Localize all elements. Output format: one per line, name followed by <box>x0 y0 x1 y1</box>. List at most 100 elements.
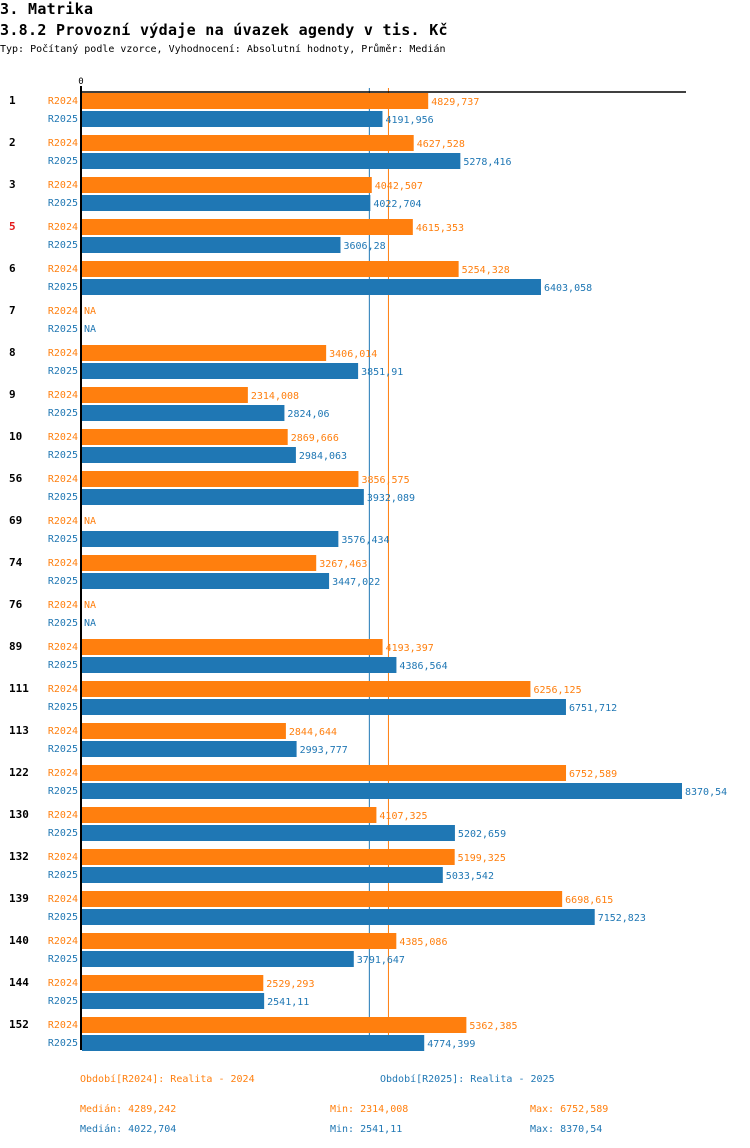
bar-r2025 <box>82 447 296 463</box>
data-label: 6751,712 <box>569 703 617 714</box>
bar-r2024 <box>82 135 414 151</box>
data-label: 6698,615 <box>565 895 613 906</box>
data-label: 3576,434 <box>341 535 389 546</box>
data-label: 2541,11 <box>267 997 309 1008</box>
bar-r2025 <box>82 657 397 673</box>
series-label-r2025: R2025 <box>48 156 78 167</box>
bar-r2025 <box>82 573 330 589</box>
bar-r2025 <box>82 153 461 169</box>
data-label: 2529,293 <box>266 979 314 990</box>
chart-subtitle: Typ: Počítaný podle vzorce, Vyhodnocení:… <box>0 44 446 55</box>
series-label-r2024: R2024 <box>48 474 78 485</box>
series-label-r2024: R2024 <box>48 894 78 905</box>
data-label: 2824,06 <box>287 409 329 420</box>
bar-r2024 <box>82 975 264 991</box>
data-label: 2314,008 <box>251 391 299 402</box>
bar-r2025 <box>82 405 285 421</box>
data-label: 4829,737 <box>431 97 479 108</box>
data-label: 2869,666 <box>291 433 339 444</box>
category-label: 76 <box>9 598 23 611</box>
data-label: 3406,014 <box>329 349 377 360</box>
data-label: 4193,397 <box>386 643 434 654</box>
bar-r2024 <box>82 765 567 781</box>
category-label: 10 <box>9 430 22 443</box>
category-label: 1 <box>9 94 16 107</box>
series-label-r2025: R2025 <box>48 702 78 713</box>
category-label: 113 <box>9 724 29 737</box>
bar-r2024 <box>82 849 455 865</box>
data-label: 6256,125 <box>533 685 581 696</box>
data-label: 6752,589 <box>569 769 617 780</box>
data-label-na: NA <box>84 306 96 317</box>
bar-r2024 <box>82 933 397 949</box>
category-label: 122 <box>9 766 29 779</box>
series-label-r2025: R2025 <box>48 282 78 293</box>
bar-r2024 <box>82 681 531 697</box>
category-label: 144 <box>9 976 29 989</box>
data-label-na: NA <box>84 324 96 335</box>
series-label-r2024: R2024 <box>48 558 78 569</box>
category-label: 56 <box>9 472 23 485</box>
r2025-median-stat: Medián: 4022,704 <box>80 1124 177 1135</box>
bar-r2025 <box>82 237 341 253</box>
category-label: 74 <box>9 556 23 569</box>
legend-r2025: Období[R2025]: Realita - 2025 <box>380 1074 555 1085</box>
series-label-r2025: R2025 <box>48 660 78 671</box>
data-label: 5199,325 <box>458 853 506 864</box>
data-label: 3856,575 <box>361 475 409 486</box>
data-label: 4774,399 <box>427 1039 475 1050</box>
bar-r2024 <box>82 807 377 823</box>
bar-r2024 <box>82 429 288 445</box>
series-label-r2025: R2025 <box>48 786 78 797</box>
bar-r2025 <box>82 1035 425 1051</box>
data-label-na: NA <box>84 600 96 611</box>
bar-r2025 <box>82 489 364 505</box>
bar-r2024 <box>82 639 383 655</box>
bar-r2025 <box>82 909 595 925</box>
data-label: 2984,063 <box>299 451 347 462</box>
data-label: 8370,54 <box>685 787 727 798</box>
series-label-r2024: R2024 <box>48 516 78 527</box>
series-label-r2025: R2025 <box>48 324 78 335</box>
category-label: 69 <box>9 514 22 527</box>
chart-title: 3.8.2 Provozní výdaje na úvazek agendy v… <box>0 21 448 39</box>
category-label: 2 <box>9 136 16 149</box>
series-label-r2024: R2024 <box>48 642 78 653</box>
bar-r2025 <box>82 363 359 379</box>
data-label: 3447,022 <box>332 577 380 588</box>
series-label-r2025: R2025 <box>48 870 78 881</box>
data-label: 3791,647 <box>357 955 405 966</box>
bar-r2025 <box>82 279 541 295</box>
bar-r2024 <box>82 723 286 739</box>
bar-r2025 <box>82 783 682 799</box>
series-label-r2024: R2024 <box>48 852 78 863</box>
series-label-r2025: R2025 <box>48 576 78 587</box>
series-label-r2024: R2024 <box>48 306 78 317</box>
bar-r2024 <box>82 93 429 109</box>
data-label: 4627,528 <box>417 139 465 150</box>
data-label: 4615,353 <box>416 223 464 234</box>
bar-r2024 <box>82 219 413 235</box>
data-label: 5362,385 <box>469 1021 517 1032</box>
series-label-r2024: R2024 <box>48 768 78 779</box>
data-label: 5033,542 <box>446 871 494 882</box>
bar-r2024 <box>82 177 372 193</box>
series-label-r2025: R2025 <box>48 954 78 965</box>
data-label: 4385,086 <box>399 937 447 948</box>
data-label: 4107,325 <box>379 811 427 822</box>
category-label: 111 <box>9 682 29 695</box>
bar-r2025 <box>82 195 371 211</box>
data-label: 5202,659 <box>458 829 506 840</box>
series-label-r2024: R2024 <box>48 348 78 359</box>
bar-r2024 <box>82 387 248 403</box>
x-tick-label: 0 <box>78 77 83 87</box>
category-label: 7 <box>9 304 16 317</box>
category-label: 130 <box>9 808 29 821</box>
data-label: 3606,28 <box>343 241 385 252</box>
data-label: 5278,416 <box>463 157 511 168</box>
data-label: 4022,704 <box>373 199 421 210</box>
series-label-r2024: R2024 <box>48 936 78 947</box>
bar-r2024 <box>82 555 317 571</box>
series-label-r2024: R2024 <box>48 180 78 191</box>
